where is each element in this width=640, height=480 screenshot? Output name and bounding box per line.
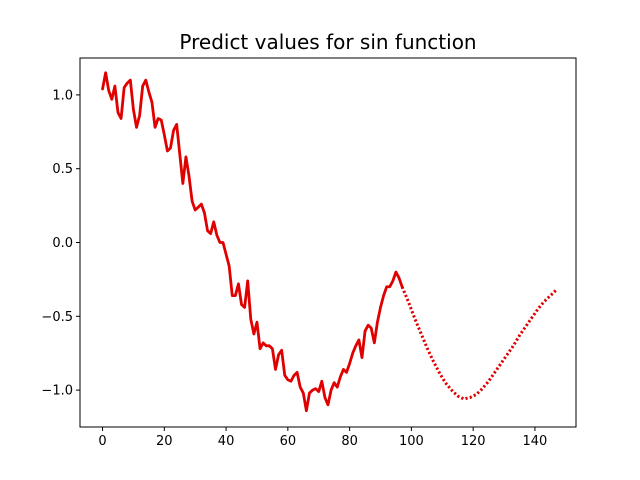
y-tick-label: 0.5 — [52, 162, 73, 177]
x-tick-label: 40 — [218, 434, 235, 449]
plot-frame — [79, 57, 577, 428]
axis-layer: 0 20 40 60 80 100 120 140 1.0 0.5 0.0 −0.5 −1.0 — [41, 88, 547, 449]
x-tick-label: 120 — [461, 434, 486, 449]
observed-series-line — [101, 71, 404, 413]
x-tick-label: 20 — [156, 434, 173, 449]
x-tick-label: 140 — [523, 434, 548, 449]
series-layer — [101, 71, 558, 413]
y-tick-label: 0.0 — [52, 236, 73, 251]
x-tick-label: 100 — [399, 434, 424, 449]
x-tick-label: 80 — [341, 434, 358, 449]
x-tick-label: 60 — [280, 434, 297, 449]
x-tick-label: 0 — [98, 434, 106, 449]
y-tick-label: −0.5 — [41, 310, 73, 325]
prediction-series-line — [400, 286, 558, 401]
chart-title: Predict values for sin function — [179, 30, 476, 54]
y-tick-label: 1.0 — [52, 88, 73, 103]
y-tick-label: −1.0 — [41, 384, 73, 399]
